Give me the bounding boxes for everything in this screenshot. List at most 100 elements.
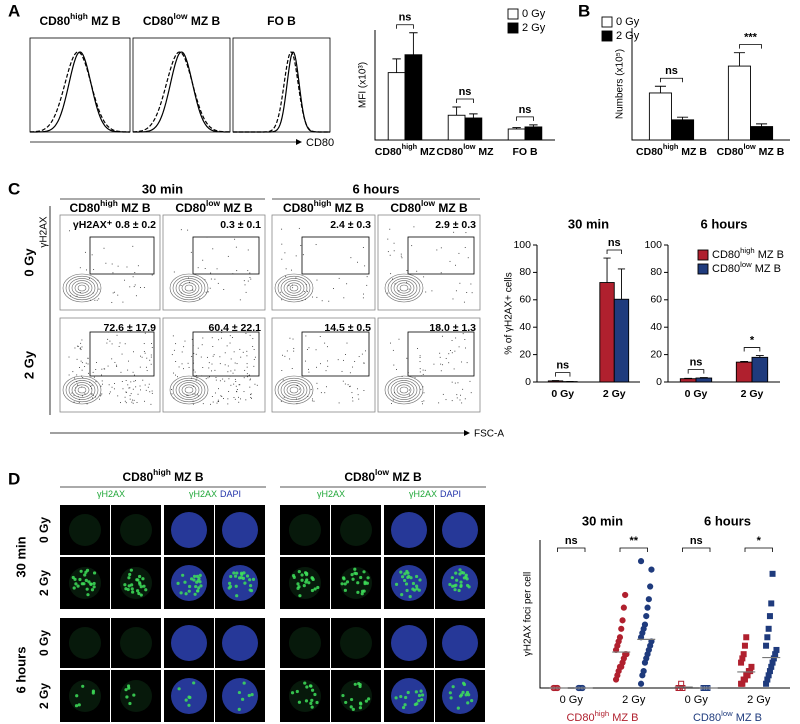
event-dot xyxy=(214,369,216,371)
event-dot xyxy=(229,335,231,337)
focus xyxy=(465,583,470,588)
event-dot xyxy=(133,286,135,288)
event-dot xyxy=(142,379,144,381)
contour xyxy=(274,273,314,303)
event-dot xyxy=(149,391,151,393)
focus xyxy=(198,573,202,577)
event-dot xyxy=(420,388,422,390)
x-tick-label: FO B xyxy=(512,146,537,158)
focus xyxy=(417,693,422,698)
event-dot xyxy=(364,265,366,267)
event-dot xyxy=(84,251,86,253)
event-dot xyxy=(132,371,134,373)
gate-stat: 2.4 ± 0.3 xyxy=(330,219,371,231)
x-tick-label: 0 Gy xyxy=(560,694,584,706)
event-dot xyxy=(312,398,313,400)
focus xyxy=(359,575,363,580)
point xyxy=(637,558,645,565)
event-dot xyxy=(93,269,95,271)
event-dot xyxy=(221,396,223,397)
event-dot xyxy=(236,270,238,272)
y-tick-label: 60 xyxy=(519,294,531,306)
contour xyxy=(77,284,87,292)
event-dot xyxy=(455,290,457,292)
gate-stat: 2.9 ± 0.3 xyxy=(435,219,476,231)
event-dot xyxy=(246,350,248,352)
event-dot xyxy=(392,278,393,280)
event-dot xyxy=(180,292,182,294)
event-dot xyxy=(95,369,97,370)
event-dot xyxy=(120,371,122,373)
contour xyxy=(283,382,305,398)
event-dot xyxy=(394,392,396,394)
event-dot xyxy=(408,389,410,391)
focus xyxy=(456,706,460,710)
event-dot xyxy=(285,275,287,277)
contour xyxy=(62,273,102,303)
point xyxy=(764,634,771,641)
event-dot xyxy=(296,384,298,386)
focus xyxy=(394,696,398,700)
histogram-curve xyxy=(233,51,330,133)
event-dot xyxy=(363,362,365,364)
event-dot xyxy=(393,364,395,366)
focus xyxy=(362,589,366,593)
stain-name: γH2AX xyxy=(97,489,125,499)
event-dot xyxy=(416,270,418,272)
focus xyxy=(187,695,191,699)
focus xyxy=(459,580,463,584)
event-dot xyxy=(422,403,423,405)
focus xyxy=(452,584,457,588)
x-tick-label: 0 Gy xyxy=(685,388,708,400)
event-dot xyxy=(433,363,435,365)
error-bar xyxy=(733,52,745,67)
focus xyxy=(124,587,128,591)
focus xyxy=(448,691,452,695)
focus xyxy=(448,582,452,587)
event-dot xyxy=(350,257,352,259)
column-header: CD80high MZ B xyxy=(283,198,364,215)
event-dot xyxy=(246,366,248,368)
event-dot xyxy=(144,352,146,354)
y-tick-label: 40 xyxy=(650,321,662,333)
event-dot xyxy=(114,383,116,384)
event-dot xyxy=(217,401,219,402)
bar xyxy=(679,378,697,383)
event-dot xyxy=(134,272,136,273)
focus xyxy=(470,699,474,703)
error-bar xyxy=(392,58,401,73)
event-dot xyxy=(140,389,141,391)
event-dot xyxy=(195,379,197,381)
nucleus-faint xyxy=(289,627,321,659)
event-dot xyxy=(363,293,364,295)
focus xyxy=(188,584,192,589)
significance-label: * xyxy=(750,334,755,346)
focus xyxy=(75,694,79,698)
focus xyxy=(183,580,187,584)
event-dot xyxy=(107,365,109,367)
event-dot xyxy=(351,392,353,394)
bar xyxy=(671,119,695,141)
x-tick-label: 2 Gy xyxy=(741,388,764,400)
histogram-title: FO B xyxy=(267,14,296,28)
histogram-curve xyxy=(133,51,230,133)
focus xyxy=(181,573,185,577)
event-dot xyxy=(463,301,465,303)
event-dot xyxy=(124,343,126,345)
focus xyxy=(241,576,245,580)
significance-label: ns xyxy=(556,360,569,372)
y-tick-label: 60 xyxy=(650,294,662,306)
event-dot xyxy=(313,400,315,402)
focus xyxy=(124,688,128,692)
stain-name: γH2AX xyxy=(189,489,217,499)
event-dot xyxy=(301,300,303,302)
event-dot xyxy=(345,354,346,355)
event-dot xyxy=(129,286,131,288)
text-part: MZ B xyxy=(755,249,784,261)
event-dot xyxy=(401,257,403,259)
event-dot xyxy=(188,277,189,279)
event-dot xyxy=(451,340,453,342)
significance-label: *** xyxy=(744,32,758,44)
event-dot xyxy=(151,392,153,394)
text-part: low xyxy=(421,198,435,208)
